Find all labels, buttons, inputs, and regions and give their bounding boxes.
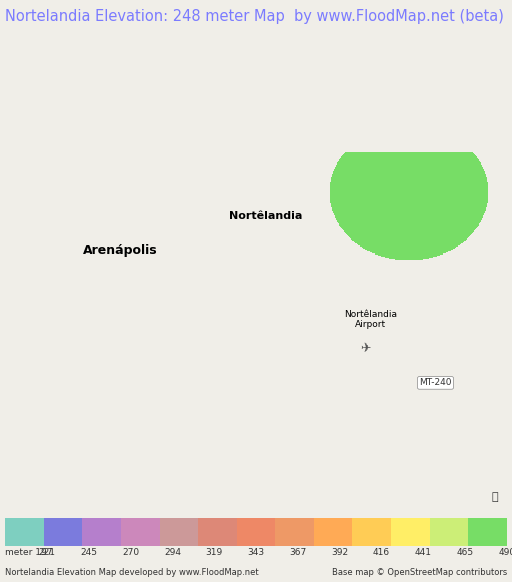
Bar <box>44 518 82 546</box>
Text: 416: 416 <box>373 548 390 558</box>
Text: Arenápolis: Arenápolis <box>83 244 158 257</box>
Bar <box>314 518 352 546</box>
Bar <box>468 518 507 546</box>
Text: Nortêlandia
Airport: Nortêlandia Airport <box>344 310 397 329</box>
Bar <box>198 518 237 546</box>
Text: ✈: ✈ <box>360 342 371 355</box>
Text: 465: 465 <box>457 548 474 558</box>
Text: Base map © OpenStreetMap contributors: Base map © OpenStreetMap contributors <box>332 568 507 577</box>
Bar <box>275 518 314 546</box>
Text: 245: 245 <box>80 548 97 558</box>
Text: 343: 343 <box>247 548 265 558</box>
Text: 270: 270 <box>122 548 139 558</box>
Text: 392: 392 <box>331 548 348 558</box>
Text: 490: 490 <box>498 548 512 558</box>
Bar <box>121 518 160 546</box>
Text: 367: 367 <box>289 548 307 558</box>
Text: Nortêlandia: Nortêlandia <box>229 211 302 221</box>
Text: MT-240: MT-240 <box>419 378 452 388</box>
Text: Nortelandia Elevation Map developed by www.FloodMap.net: Nortelandia Elevation Map developed by w… <box>5 568 259 577</box>
Text: 319: 319 <box>205 548 223 558</box>
Bar <box>5 518 44 546</box>
Bar <box>237 518 275 546</box>
Text: meter 197: meter 197 <box>5 548 53 558</box>
Bar <box>160 518 198 546</box>
Text: 294: 294 <box>164 548 181 558</box>
Text: Nortelandia Elevation: 248 meter Map  by www.FloodMap.net (beta): Nortelandia Elevation: 248 meter Map by … <box>5 9 504 24</box>
Bar <box>391 518 430 546</box>
Text: 441: 441 <box>415 548 432 558</box>
Bar <box>430 518 468 546</box>
Bar <box>82 518 121 546</box>
Text: 🔍: 🔍 <box>492 492 499 502</box>
Text: 221: 221 <box>38 548 55 558</box>
Bar <box>352 518 391 546</box>
